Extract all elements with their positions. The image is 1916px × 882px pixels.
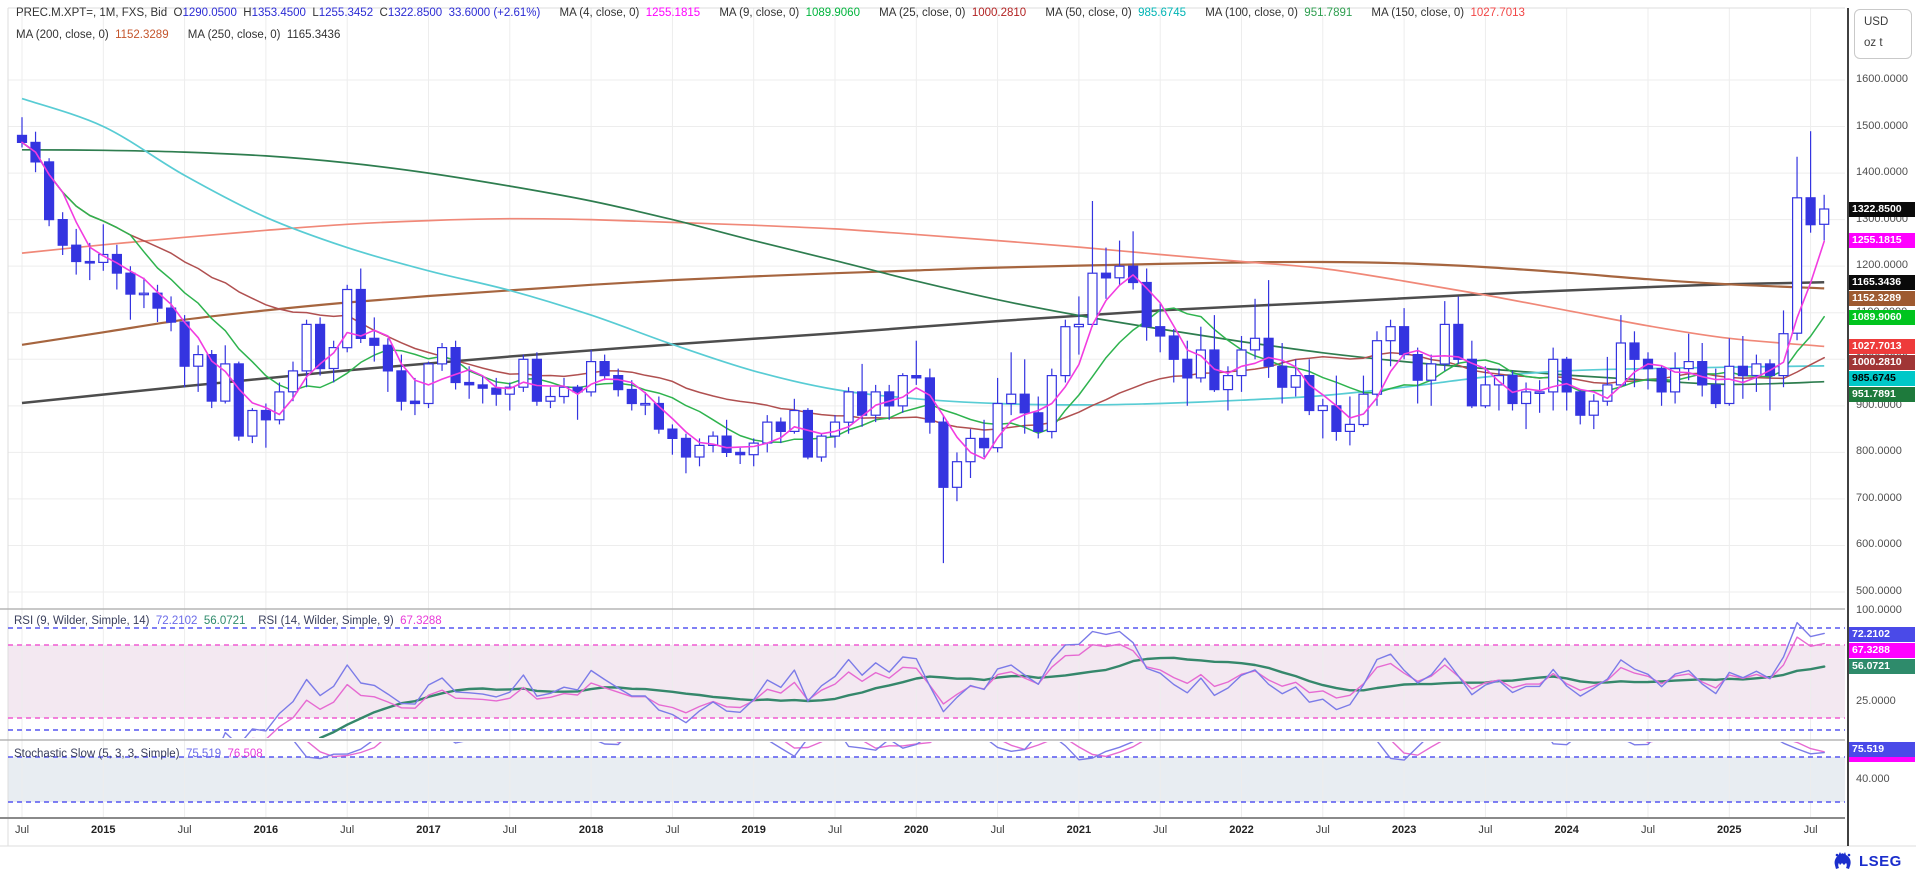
legend-segment: Stochastic Slow (5, 3, 3, Simple) (14, 748, 186, 760)
x-axis-month-label: Jul (1803, 824, 1818, 836)
legend-segment: O (173, 7, 183, 19)
legend-segment: 1353.4500 (251, 7, 313, 19)
axis-tick-label: 25.0000 (1856, 695, 1896, 707)
axis-value-badge: 1255.1815 (1849, 232, 1915, 248)
axis-tick-label: 1600.0000 (1856, 73, 1908, 85)
x-axis-month-label: Jul (1315, 824, 1330, 836)
axis-value-badge: 1165.3436 (1849, 274, 1915, 290)
legend-segment: 985.6745 (1138, 7, 1187, 19)
axis-value-badge: 72.2102 (1849, 627, 1915, 643)
instrument-legend-line2: MA (200, close, 0) 1152.3289 MA (250, cl… (16, 29, 340, 41)
lseg-brand: LSEG (1832, 851, 1902, 871)
axis-value-badge: 1152.3289 (1849, 290, 1915, 306)
legend-segment: MA (100, close, 0) (1186, 7, 1305, 19)
legend-segment: 76.508 (227, 748, 263, 760)
legend-segment: 1322.8500 (387, 7, 449, 19)
legend-segment: C (379, 7, 388, 19)
x-axis-month-label: Jul (502, 824, 517, 836)
legend-segment: MA (25, close, 0) (859, 7, 972, 19)
x-axis-month-label: Jul (177, 824, 192, 836)
x-axis-year-label: 2024 (1554, 824, 1579, 836)
axis-value-badge: 75.519 (1849, 742, 1915, 757)
x-axis-month-label: Jul (1640, 824, 1656, 836)
legend-segment: L (312, 7, 319, 19)
x-axis-month-label: Jul (1153, 824, 1168, 836)
legend-segment: 1000.2810 (971, 7, 1027, 19)
legend-segment: RSI (9, Wilder, Simple, 14) (14, 615, 156, 627)
axis-tick-label: 500.0000 (1856, 585, 1902, 597)
legend-segment: MA (150, close, 0) (1352, 7, 1471, 19)
unit-measure: oz t (1864, 37, 1883, 49)
axis-tick-label: 1500.0000 (1856, 119, 1908, 132)
axis-value-badge: 67.3288 (1849, 643, 1915, 659)
lseg-brand-text: LSEG (1859, 852, 1902, 870)
legend-segment: 67.3288 (400, 615, 442, 627)
axis-tick-label: 40.000 (1856, 773, 1890, 785)
x-axis-year-label: 2023 (1391, 824, 1417, 836)
axis-tick-label: 700.0000 (1856, 491, 1902, 504)
axis-tick-label: 600.0000 (1856, 538, 1902, 551)
legend-segment: MA (250, close, 0) (168, 29, 287, 41)
x-axis-year-label: 2016 (253, 824, 279, 836)
legend-segment: 33.6000 (+2.61%) (448, 7, 541, 19)
lseg-lion-icon (1834, 852, 1851, 869)
axis-value-badge: 1027.7013 (1849, 338, 1915, 354)
legend-segment: MA (200, close, 0) (16, 29, 116, 41)
stochastic-legend: Stochastic Slow (5, 3, 3, Simple) 75.519… (14, 748, 263, 760)
x-axis-month-label: Jul (14, 824, 30, 836)
x-axis-year-label: 2018 (578, 824, 604, 836)
legend-segment: 75.519 (185, 748, 222, 760)
x-axis-year-label: 2017 (416, 824, 441, 836)
legend-segment: 1165.3436 (286, 29, 341, 41)
legend-segment: 72.2102 (155, 615, 198, 627)
axis-tick-label: 1200.0000 (1856, 259, 1908, 272)
legend-segment: 1255.3452 (318, 7, 380, 19)
x-axis-year-label: 2025 (1717, 824, 1742, 836)
x-axis-month-label: Jul (827, 824, 843, 836)
x-axis-month-label: Jul (990, 824, 1005, 836)
legend-segment: 1255.1815 (645, 7, 701, 19)
legend-segment: 1290.0500 (182, 7, 244, 19)
axis-value-badge: 951.7891 (1849, 386, 1915, 402)
legend-segment: MA (9, close, 0) (700, 7, 806, 19)
axis-value-badge: 985.6745 (1849, 370, 1915, 386)
x-axis-year-label: 2020 (904, 824, 929, 836)
legend-segment: 1152.3289 (115, 29, 169, 41)
legend-segment: 951.7891 (1304, 7, 1353, 19)
instrument-legend-line1: PREC.M.XPT=, 1M, FXS, Bid O1290.0500 H13… (16, 7, 1525, 19)
x-axis-month-label: Jul (665, 824, 680, 836)
axis-value-badge: 1322.8500 (1849, 201, 1915, 217)
legend-segment: PREC.M.XPT=, 1M, FXS, Bid (16, 7, 174, 19)
legend-segment: RSI (14, Wilder, Simple, 9) (245, 615, 401, 627)
legend-segment: MA (4, close, 0) (540, 7, 646, 19)
legend-segment: MA (50, close, 0) (1026, 7, 1139, 19)
axis-tick-label: 1400.0000 (1856, 166, 1908, 179)
axis-tick-label: 800.0000 (1856, 445, 1902, 458)
axis-value-badge: 56.0721 (1849, 659, 1915, 675)
axis-tick-label: 100.0000 (1856, 604, 1902, 616)
legend-segment: 1027.7013 (1470, 7, 1525, 19)
x-axis-year-label: 2022 (1229, 824, 1254, 836)
price-unit-box: USD oz t (1854, 9, 1912, 59)
rsi-legend: RSI (9, Wilder, Simple, 14) 72.2102 56.0… (14, 615, 442, 627)
x-axis-year-label: 2015 (91, 824, 116, 836)
legend-segment: 1089.9060 (805, 7, 860, 19)
unit-currency: USD (1864, 16, 1889, 28)
x-axis-month-label: Jul (340, 824, 355, 836)
legend-segment: H (243, 7, 252, 19)
x-axis-year-label: 2021 (1066, 824, 1092, 836)
x-axis-year-label: 2019 (741, 824, 766, 836)
legend-segment: 56.0721 (203, 615, 246, 627)
axis-value-badge: 1089.9060 (1849, 309, 1915, 325)
axis-value-badge: 1000.2810 (1849, 354, 1915, 370)
x-axis-month-label: Jul (1478, 824, 1493, 836)
